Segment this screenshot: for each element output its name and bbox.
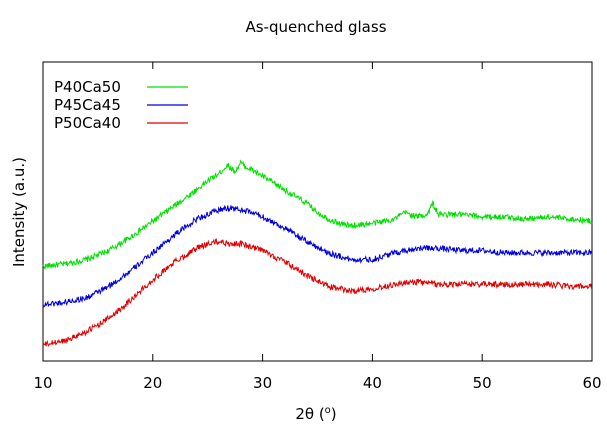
legend-label: P40Ca50 <box>54 78 121 96</box>
x-tick-label: 30 <box>253 374 272 392</box>
series-line-p50ca40 <box>42 238 593 347</box>
x-tick-label: 10 <box>33 374 52 392</box>
x-tick-label: 20 <box>143 374 162 392</box>
series-line-p45ca45 <box>42 204 593 308</box>
x-axis-label: 2θ (o) <box>295 405 336 423</box>
series-line-p40ca50 <box>42 159 593 271</box>
plot-frame <box>42 61 593 362</box>
y-axis-label: Intensity (a.u.) <box>10 157 28 267</box>
x-tick-label: 50 <box>473 374 492 392</box>
legend-label: P45Ca45 <box>54 96 121 114</box>
series-layer <box>42 159 593 347</box>
legend-label: P50Ca40 <box>54 114 121 132</box>
chart-title: As-quenched glass <box>245 18 386 36</box>
x-axis-ticks: 10 20 30 40 50 60 <box>33 62 602 392</box>
x-tick-label: 40 <box>363 374 382 392</box>
x-tick-label: 60 <box>582 374 601 392</box>
